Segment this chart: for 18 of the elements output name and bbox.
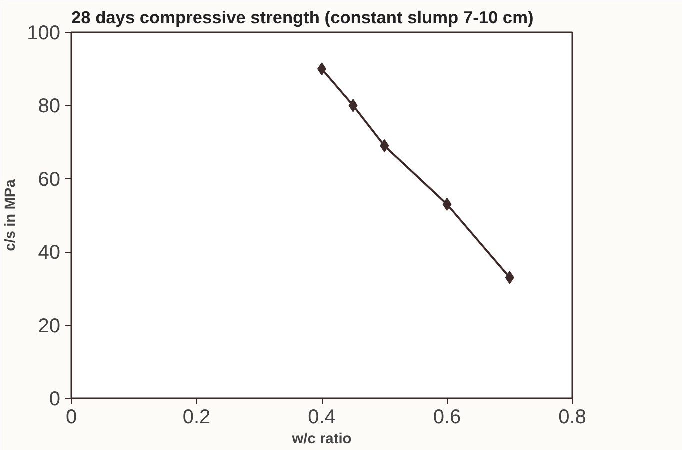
point: [442, 198, 452, 212]
x-tick-label: 0.6: [433, 406, 462, 428]
y-tick-label: 100: [27, 22, 61, 44]
y-tick-label: 80: [38, 96, 61, 118]
x-tick-label: 0.8: [558, 406, 586, 428]
x-tick-label: 0.4: [308, 406, 336, 428]
point: [348, 99, 358, 112]
y-axis-title: c/s in MPa: [3, 178, 20, 252]
x-tick-label: 0: [66, 406, 78, 428]
point: [505, 271, 514, 284]
x-axis-title: w/c ratio: [291, 432, 352, 448]
x-tick-label: 0.2: [182, 406, 211, 428]
point: [380, 139, 390, 152]
y-tick-label: 40: [38, 242, 61, 264]
chart-title: 28 days compressive strength (constant slump 7-10 cm): [72, 8, 534, 28]
y-tick-label: 60: [38, 168, 61, 191]
y-tick-label: 20: [38, 315, 61, 338]
y-tick-label: 0: [49, 388, 60, 410]
